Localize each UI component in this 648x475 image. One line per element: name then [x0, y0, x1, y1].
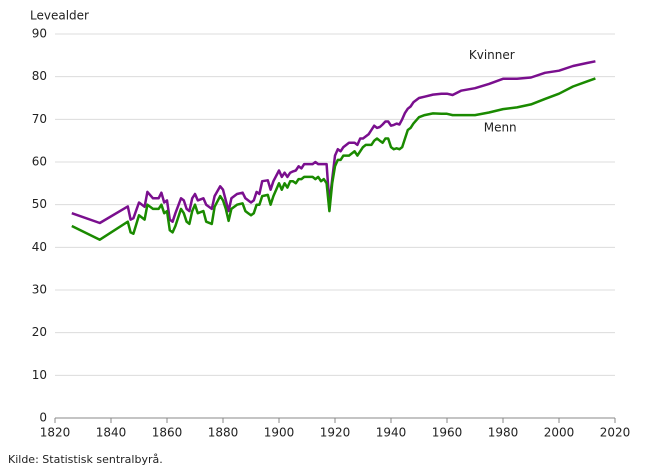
x-tick-label: 1920: [320, 426, 351, 440]
x-tick-label: 1840: [96, 426, 127, 440]
series-label: Kvinner: [469, 48, 515, 62]
y-tick-label: 50: [32, 197, 47, 211]
line-series: [71, 77, 596, 241]
y-tick-label: 0: [39, 411, 47, 425]
y-axis-label: Levealder: [30, 9, 89, 23]
x-tick-label: 1880: [208, 426, 239, 440]
y-tick-label: 80: [32, 69, 47, 83]
y-tick-label: 70: [32, 112, 47, 126]
x-tick-label: 1860: [152, 426, 183, 440]
line-series: [71, 60, 596, 225]
x-tick-label: 1940: [376, 426, 407, 440]
source-note: Kilde: Statistisk sentralbyrå.: [8, 453, 163, 466]
x-tick-label: 1900: [264, 426, 295, 440]
series-label: Menn: [484, 120, 517, 134]
x-tick-label: 1980: [488, 426, 519, 440]
y-tick-label: 10: [32, 368, 47, 382]
x-tick-label: 2000: [544, 426, 575, 440]
y-tick-label: 60: [32, 155, 47, 169]
y-tick-label: 20: [32, 325, 47, 339]
x-tick-label: 1960: [432, 426, 463, 440]
y-tick-label: 90: [32, 27, 47, 41]
y-tick-label: 40: [32, 240, 47, 254]
y-tick-label: 30: [32, 283, 47, 297]
x-tick-label: 1820: [40, 426, 71, 440]
x-tick-label: 2020: [600, 426, 631, 440]
